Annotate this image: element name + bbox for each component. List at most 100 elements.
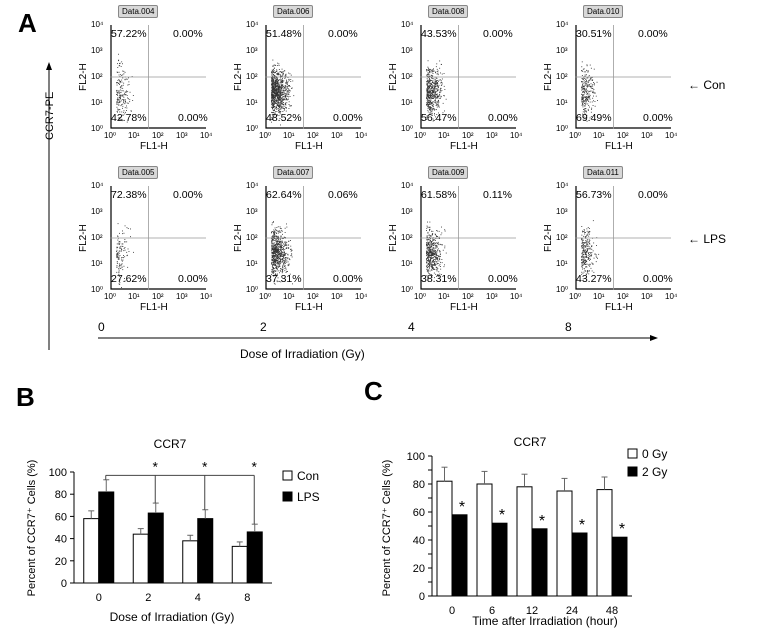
quadrant-upper-left: 72.38%	[111, 189, 147, 201]
x-tick-label: 10³	[486, 292, 498, 301]
significance-star: *	[619, 521, 625, 538]
quadrant-upper-left: 43.53%	[421, 28, 457, 40]
dataset-tag: Data.004	[118, 5, 159, 18]
y-tick-label: 10¹	[91, 98, 103, 107]
y-tick-label: 10⁰	[401, 124, 414, 133]
chart-b-xlabel: Dose of Irradiation (Gy)	[110, 610, 235, 624]
y-tick-label: 10⁴	[401, 181, 414, 190]
quadrant-upper-left: 51.48%	[266, 28, 302, 40]
y-tick-label: 10¹	[246, 98, 258, 107]
dot-plot	[575, 25, 671, 129]
y-tick-label: 40	[413, 535, 425, 547]
chart-c-xlabel: Time after Irradiation (hour)	[472, 614, 618, 628]
panel-a-letter: A	[18, 8, 37, 38]
significance-star: *	[459, 499, 465, 516]
legend-label: 0 Gy	[642, 447, 667, 461]
quadrant-upper-right: 0.00%	[173, 28, 203, 40]
y-tick-label: 10²	[401, 233, 413, 242]
y-tick-label: 100	[407, 451, 425, 463]
y-tick-label: 20	[413, 563, 425, 575]
fl1-axis-label: FL1-H	[450, 302, 478, 313]
fl2-axis-label: FL2-H	[233, 63, 244, 91]
bar-0-gy	[476, 483, 493, 597]
y-tick-label: 10²	[556, 233, 568, 242]
y-tick-label: 10³	[401, 207, 413, 216]
chart-b: 0 20 40 60 80 100 0 2 4 8 CCR7 Dose of Irradiation …	[26, 437, 320, 624]
dot-cloud	[581, 61, 598, 122]
row-label-lps: ← LPS	[688, 232, 726, 246]
dot-cloud	[116, 223, 134, 288]
dot-cloud	[581, 220, 600, 280]
y-tick-label: 10⁰	[91, 124, 104, 133]
plot-axes	[110, 186, 206, 290]
dot-cloud	[116, 53, 134, 123]
dose-label-4: 4	[408, 320, 415, 334]
y-tick-label: 10³	[401, 46, 413, 55]
x-tick-label: 10⁴	[510, 292, 523, 301]
y-tick-label: 10¹	[91, 259, 103, 268]
y-tick-label: 10¹	[401, 259, 413, 268]
quadrant-lower-right: 0.00%	[643, 273, 673, 285]
quadrant-lower-right: 0.00%	[178, 112, 208, 124]
x-tick-label: 10³	[641, 131, 653, 140]
x-tick-label: 10¹	[283, 131, 295, 140]
bar-2-gy	[451, 514, 468, 597]
bar-2-gy	[571, 532, 588, 597]
dose-label-2: 2	[260, 320, 267, 334]
x-tick-label: 10⁴	[200, 292, 213, 301]
y-tick-label: 10³	[556, 46, 568, 55]
y-tick-label: 10¹	[556, 259, 568, 268]
panel-c-letter: C	[364, 376, 383, 406]
y-tick-label: 60	[413, 507, 425, 519]
x-tick-label: 10⁰	[104, 131, 117, 140]
y-tick-label: 0	[61, 578, 67, 590]
x-tick-label: 10²	[152, 292, 164, 301]
x-tick-label: 6	[489, 605, 495, 617]
plot-axes	[265, 25, 361, 129]
x-tick-label: 10⁴	[510, 131, 523, 140]
dataset-tag: Data.010	[583, 5, 624, 18]
chart-c-ylabel: Percent of CCR7⁺ Cells (%)	[381, 460, 393, 597]
y-tick-label: 40	[55, 534, 67, 546]
x-tick-label: 10⁰	[259, 292, 272, 301]
dot-plot	[420, 25, 516, 129]
significance-star: *	[202, 458, 208, 474]
x-tick-label: 10²	[462, 131, 474, 140]
x-tick-label: 10³	[176, 292, 188, 301]
quadrant-upper-right: 0.00%	[173, 189, 203, 201]
dataset-tag: Data.007	[273, 166, 314, 179]
y-tick-label: 10¹	[246, 259, 258, 268]
y-tick-label: 10²	[556, 72, 568, 81]
x-tick-label: 10⁰	[569, 131, 582, 140]
bar-0-gy	[556, 490, 573, 597]
chart-c-title: CCR7	[514, 435, 547, 449]
dataset-tag: Data.009	[428, 166, 469, 179]
x-tick-label: 8	[244, 592, 250, 604]
legend-swatch	[282, 491, 293, 502]
bar-lps	[246, 531, 263, 584]
dot-plot	[110, 186, 206, 290]
x-tick-label: 0	[96, 592, 102, 604]
x-tick-label: 10⁴	[665, 131, 678, 140]
fl2-axis-label: FL2-H	[78, 224, 89, 252]
arrow-left-icon: ←	[688, 78, 700, 92]
plot-axes	[110, 25, 206, 129]
fl1-axis-label: FL1-H	[295, 141, 323, 152]
quadrant-upper-left: 62.64%	[266, 189, 302, 201]
y-tick-label: 10⁴	[246, 20, 259, 29]
significance-star: *	[153, 458, 159, 474]
fl2-axis-label: FL2-H	[543, 224, 554, 252]
dose-label-8: 8	[565, 320, 572, 334]
bar-0-gy	[596, 489, 613, 597]
y-tick-label: 60	[55, 511, 67, 523]
chart-b-title: CCR7	[154, 437, 187, 451]
y-tick-label: 10¹	[556, 98, 568, 107]
quadrant-lower-left: 37.31%	[266, 273, 302, 285]
x-tick-label: 10⁴	[665, 292, 678, 301]
y-tick-label: 10²	[91, 72, 103, 81]
dot-plot	[265, 186, 361, 290]
x-tick-label: 10⁴	[355, 131, 368, 140]
bar-con	[83, 518, 100, 584]
x-tick-label: 10²	[152, 131, 164, 140]
x-tick-label: 10³	[331, 292, 343, 301]
